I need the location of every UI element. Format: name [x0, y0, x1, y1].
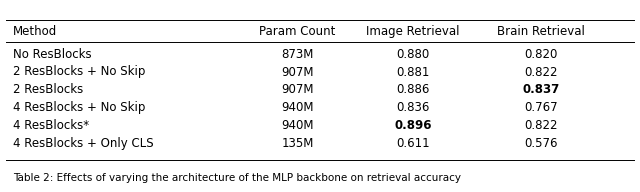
Text: 0.836: 0.836: [396, 101, 429, 114]
Text: 907M: 907M: [282, 65, 314, 79]
Text: 0.886: 0.886: [396, 83, 429, 96]
Text: Table 2: Effects of varying the architecture of the MLP backbone on retrieval ac: Table 2: Effects of varying the architec…: [13, 173, 461, 183]
Text: 0.881: 0.881: [396, 65, 429, 79]
Text: 0.896: 0.896: [394, 119, 431, 132]
Text: No ResBlocks: No ResBlocks: [13, 48, 92, 61]
Text: 0.611: 0.611: [396, 137, 429, 150]
Text: 4 ResBlocks + Only CLS: 4 ResBlocks + Only CLS: [13, 137, 154, 150]
Text: 2 ResBlocks: 2 ResBlocks: [13, 83, 83, 96]
Text: 0.880: 0.880: [396, 48, 429, 61]
Text: 4 ResBlocks + No Skip: 4 ResBlocks + No Skip: [13, 101, 145, 114]
Text: 0.822: 0.822: [524, 119, 557, 132]
Text: 2 ResBlocks + No Skip: 2 ResBlocks + No Skip: [13, 65, 145, 79]
Text: 940M: 940M: [282, 101, 314, 114]
Text: 135M: 135M: [282, 137, 314, 150]
Text: 0.837: 0.837: [522, 83, 559, 96]
Text: Brain Retrieval: Brain Retrieval: [497, 25, 585, 38]
Text: 907M: 907M: [282, 83, 314, 96]
Text: 940M: 940M: [282, 119, 314, 132]
Text: 0.767: 0.767: [524, 101, 557, 114]
Text: 4 ResBlocks*: 4 ResBlocks*: [13, 119, 89, 132]
Text: 0.576: 0.576: [524, 137, 557, 150]
Text: Method: Method: [13, 25, 57, 38]
Text: 873M: 873M: [282, 48, 314, 61]
Text: Image Retrieval: Image Retrieval: [366, 25, 460, 38]
Text: Param Count: Param Count: [259, 25, 336, 38]
Text: 0.820: 0.820: [524, 48, 557, 61]
Text: 0.822: 0.822: [524, 65, 557, 79]
